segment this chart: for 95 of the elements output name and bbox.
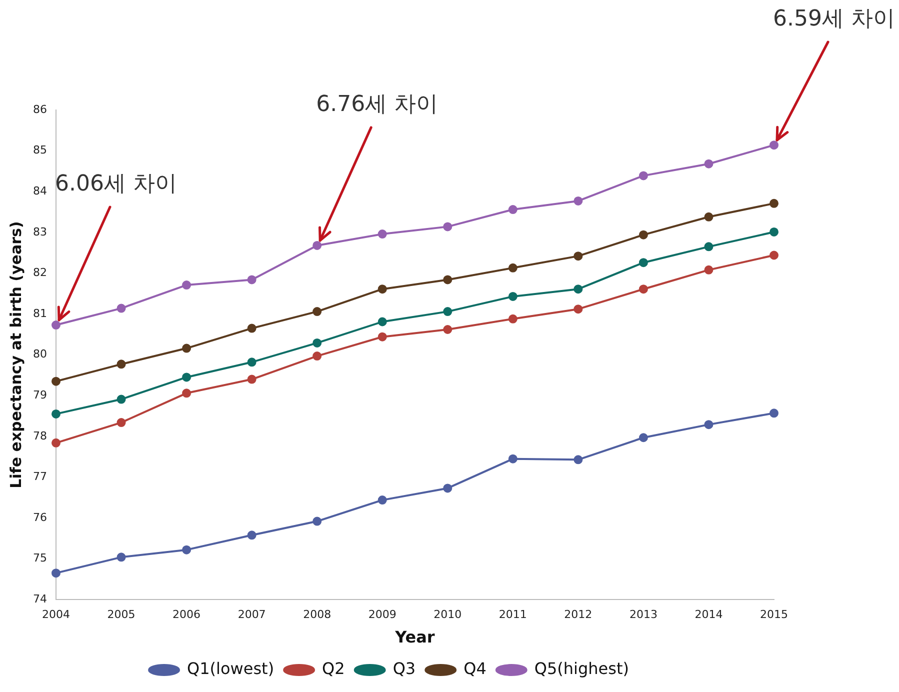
point (312, 240, 322, 250)
point (312, 516, 322, 526)
point (116, 418, 126, 428)
point (378, 284, 387, 294)
y-tick-label: 75 (32, 552, 47, 565)
point (704, 265, 714, 274)
point (770, 227, 778, 236)
legend-label: Q4 (464, 659, 486, 678)
y-tick-label: 83 (32, 225, 47, 238)
x-tick-label: 2013 (629, 608, 658, 622)
point (116, 394, 126, 404)
y-tick-label: 85 (32, 144, 47, 157)
y-tick-label: 76 (32, 510, 47, 524)
point (312, 352, 322, 361)
point (378, 230, 387, 239)
point (704, 212, 714, 222)
point (574, 252, 583, 261)
point (378, 496, 387, 505)
x-tick-label: 2011 (498, 608, 527, 622)
y-tick-label: 74 (32, 592, 47, 606)
point (574, 196, 583, 206)
point (247, 374, 256, 384)
legend-label: Q5(highest) (534, 659, 629, 678)
x-tick-label: 2008 (303, 608, 332, 622)
point (312, 307, 322, 316)
x-tick-label: 2005 (107, 608, 136, 622)
x-tick-label: 2010 (434, 608, 462, 622)
point (443, 222, 452, 232)
point (638, 258, 648, 268)
point (574, 304, 583, 314)
y-tick-label: 77 (32, 470, 47, 484)
point (443, 275, 452, 284)
annotation: 6.06세 차이 (55, 172, 177, 197)
legend-label: Q1(lowest) (187, 659, 274, 678)
point (247, 275, 256, 284)
point (704, 242, 714, 252)
point (51, 376, 60, 386)
point (508, 263, 518, 272)
point (182, 280, 192, 290)
point (443, 307, 452, 316)
point (443, 484, 452, 493)
point (508, 314, 518, 324)
point (116, 360, 126, 369)
point (312, 338, 322, 348)
point (574, 455, 583, 464)
x-tick-label: 2015 (760, 608, 788, 622)
point (247, 530, 256, 540)
x-tick-label: 2004 (42, 608, 70, 622)
point (443, 325, 452, 334)
y-tick-label: 86 (32, 102, 47, 116)
x-tick-label: 2014 (694, 608, 723, 622)
point (508, 205, 518, 214)
point (638, 171, 648, 180)
point (51, 320, 60, 330)
legend-label: Q2 (322, 659, 345, 678)
point (378, 317, 387, 326)
point (770, 408, 778, 418)
legend-label: Q3 (392, 659, 416, 678)
point (116, 552, 126, 562)
y-tick-label: 79 (32, 388, 47, 402)
point (508, 454, 518, 464)
point (51, 438, 60, 448)
point (638, 433, 648, 442)
y-tick-label: 81 (32, 306, 47, 320)
x-tick-label: 2007 (238, 608, 266, 622)
point (704, 420, 714, 430)
point (638, 284, 648, 294)
x-axis-title: Year (394, 628, 435, 647)
point (247, 324, 256, 333)
x-tick-label: 2009 (368, 608, 396, 622)
point (704, 159, 714, 168)
point (770, 198, 778, 208)
point (182, 344, 192, 353)
point (182, 372, 192, 382)
y-tick-label: 78 (32, 429, 47, 442)
point (51, 568, 60, 578)
point (638, 230, 648, 240)
y-tick-label: 84 (32, 184, 47, 198)
point (51, 409, 60, 418)
y-tick-label: 82 (32, 266, 47, 280)
point (247, 358, 256, 367)
point (116, 304, 126, 313)
point (770, 140, 778, 150)
point (770, 250, 778, 260)
point (378, 332, 387, 342)
x-tick-label: 2012 (564, 608, 592, 622)
point (508, 292, 518, 301)
x-tick-label: 2006 (172, 608, 201, 622)
point (182, 545, 192, 554)
point (574, 284, 583, 294)
annotation: 6.76세 차이 (316, 92, 438, 118)
point (182, 388, 192, 398)
annotation: 6.59세 차이 (773, 6, 895, 32)
y-tick-label: 80 (32, 348, 47, 361)
y-axis-title: Life expectancy at birth (years) (6, 221, 25, 488)
